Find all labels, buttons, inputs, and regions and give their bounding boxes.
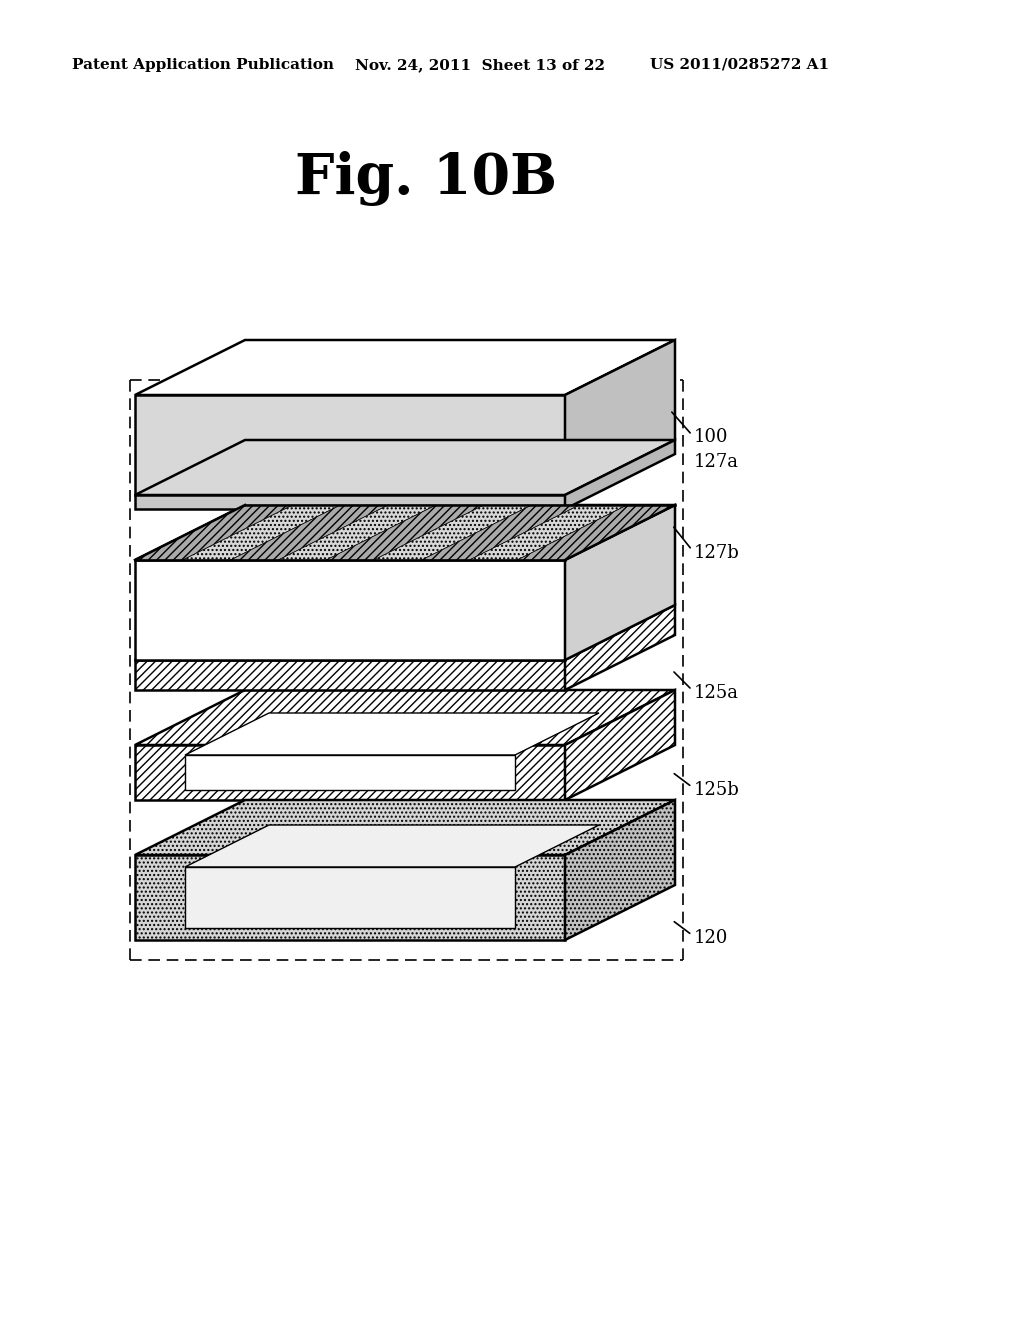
Polygon shape — [469, 506, 628, 560]
Polygon shape — [565, 690, 675, 800]
Polygon shape — [135, 855, 565, 940]
Polygon shape — [135, 341, 675, 395]
Polygon shape — [135, 495, 565, 510]
Polygon shape — [135, 395, 565, 495]
Polygon shape — [185, 825, 599, 867]
Polygon shape — [182, 506, 341, 560]
Text: 125b: 125b — [694, 781, 739, 799]
Polygon shape — [135, 506, 675, 560]
Polygon shape — [135, 800, 675, 855]
Text: US 2011/0285272 A1: US 2011/0285272 A1 — [650, 58, 829, 73]
Polygon shape — [565, 440, 675, 510]
Polygon shape — [135, 506, 293, 560]
Polygon shape — [135, 744, 565, 800]
Polygon shape — [135, 660, 565, 690]
Polygon shape — [326, 506, 484, 560]
Polygon shape — [135, 440, 675, 495]
Polygon shape — [565, 605, 675, 690]
Polygon shape — [565, 506, 675, 660]
Text: Patent Application Publication: Patent Application Publication — [72, 58, 334, 73]
Text: 120: 120 — [694, 929, 728, 946]
Polygon shape — [185, 713, 599, 755]
Text: 125a: 125a — [694, 684, 739, 702]
Text: Nov. 24, 2011  Sheet 13 of 22: Nov. 24, 2011 Sheet 13 of 22 — [355, 58, 605, 73]
Polygon shape — [517, 506, 675, 560]
Text: Fig. 10B: Fig. 10B — [295, 150, 557, 206]
Polygon shape — [565, 341, 675, 495]
Text: 127a: 127a — [694, 453, 739, 471]
Polygon shape — [230, 506, 388, 560]
Polygon shape — [565, 800, 675, 940]
Polygon shape — [135, 560, 565, 660]
Polygon shape — [279, 506, 436, 560]
Polygon shape — [135, 690, 675, 744]
Polygon shape — [185, 755, 515, 789]
Text: 127b: 127b — [694, 544, 739, 562]
Text: 100: 100 — [694, 428, 728, 446]
Polygon shape — [135, 605, 675, 660]
Polygon shape — [374, 506, 531, 560]
Polygon shape — [422, 506, 580, 560]
Polygon shape — [185, 867, 515, 928]
